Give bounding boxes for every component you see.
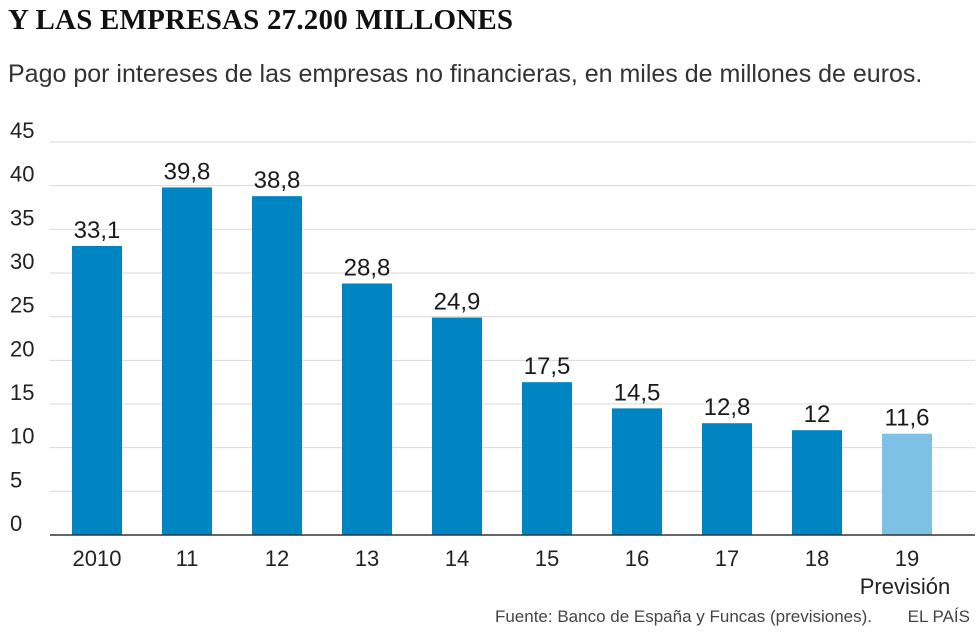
source-note: Fuente: Banco de España y Funcas (previs… bbox=[494, 607, 872, 626]
chart-title: Y LAS EMPRESAS 27.200 MILLONES bbox=[8, 4, 514, 36]
y-tick-label: 30 bbox=[10, 249, 34, 274]
bar bbox=[252, 196, 302, 535]
y-tick-label: 5 bbox=[10, 467, 22, 492]
x-tick-label: 11 bbox=[176, 546, 199, 571]
data-label: 39,8 bbox=[164, 158, 211, 185]
x-tick-label: 14 bbox=[445, 546, 469, 571]
data-label: 33,1 bbox=[74, 217, 121, 244]
x-tick-label: 17 bbox=[715, 546, 739, 571]
bar bbox=[432, 317, 482, 535]
bar bbox=[522, 382, 572, 535]
chart-subtitle: Pago por intereses de las empresas no fi… bbox=[8, 60, 923, 88]
data-label: 38,8 bbox=[254, 167, 301, 194]
bar bbox=[162, 187, 212, 535]
y-tick-label: 45 bbox=[10, 118, 34, 143]
bar bbox=[792, 430, 842, 535]
bar bbox=[72, 245, 122, 535]
x-tick-label: 12 bbox=[265, 546, 289, 571]
x-tick-label: 2010 bbox=[73, 546, 122, 571]
data-label: 24,9 bbox=[434, 289, 481, 316]
y-tick-label: 0 bbox=[10, 511, 22, 536]
bar bbox=[342, 283, 392, 535]
y-tick-label: 15 bbox=[10, 380, 34, 405]
x-tick-note: Previsión bbox=[860, 574, 950, 599]
x-tick-label: 18 bbox=[805, 546, 829, 571]
x-tick-label: 19 bbox=[895, 546, 919, 571]
bar bbox=[612, 408, 662, 535]
y-tick-label: 35 bbox=[10, 205, 34, 230]
x-tick-label: 16 bbox=[625, 546, 649, 571]
x-tick-label: 15 bbox=[535, 546, 559, 571]
data-label: 11,6 bbox=[885, 405, 930, 432]
y-tick-label: 40 bbox=[10, 162, 34, 187]
y-tick-label: 25 bbox=[10, 293, 34, 318]
data-label: 14,5 bbox=[614, 379, 661, 406]
data-label: 28,8 bbox=[344, 254, 391, 281]
bar bbox=[702, 423, 752, 535]
data-label: 17,5 bbox=[524, 353, 571, 380]
data-label: 12 bbox=[804, 401, 831, 428]
y-tick-label: 10 bbox=[10, 424, 34, 449]
x-tick-label: 13 bbox=[355, 546, 379, 571]
data-label: 12,8 bbox=[704, 394, 751, 421]
y-tick-label: 20 bbox=[10, 336, 34, 361]
publisher-brand: EL PAÍS bbox=[907, 607, 970, 626]
bar bbox=[882, 433, 932, 535]
